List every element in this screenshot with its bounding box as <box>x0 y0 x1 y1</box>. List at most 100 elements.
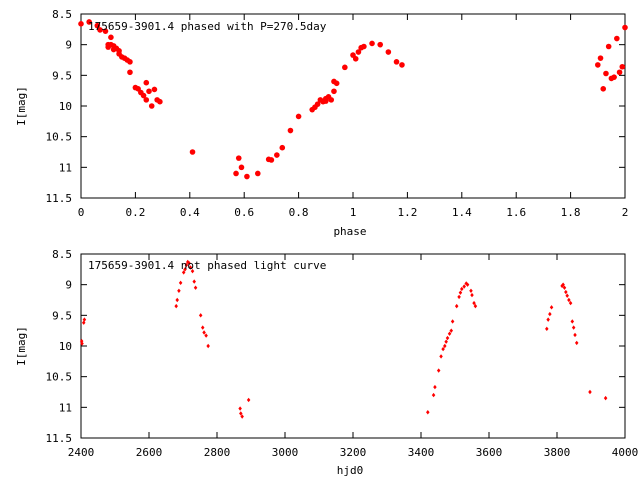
unphased-data-point <box>546 317 550 322</box>
unphased-data-point <box>454 303 459 309</box>
phased-data-point <box>399 62 405 68</box>
unphased-data-point <box>549 305 554 310</box>
phased-data-point <box>233 170 239 177</box>
unphased-data-point <box>81 320 86 325</box>
unphased-data-point <box>564 289 568 295</box>
unphased-y-tick-label: 10 <box>59 340 72 353</box>
phased-x-tick-label: 1.2 <box>397 206 417 219</box>
phased-data-point <box>622 24 628 31</box>
phased-y-tick-label: 9 <box>65 39 72 52</box>
phased-data-point <box>102 28 109 34</box>
unphased-data-point <box>433 384 437 390</box>
phased-y-tick-label: 10 <box>59 100 72 113</box>
unphased-data-point <box>239 411 243 416</box>
unphased-data-point <box>82 317 87 322</box>
unphased-x-tick-label: 3600 <box>476 446 503 459</box>
phased-data-point <box>235 155 242 161</box>
unphased-y-tick-label: 11 <box>59 401 72 414</box>
phased-x-tick-label: 1.8 <box>561 206 581 219</box>
phased-data-point <box>143 79 150 86</box>
unphased-data-point <box>573 332 577 338</box>
unphased-data-point <box>431 392 436 398</box>
phased-data-point <box>143 97 150 103</box>
unphased-x-tick-labels: 2400 2600 2800 3000 3200 3400 3600 3800 4000 <box>68 446 639 459</box>
unphased-y-tick-label: 9.5 <box>52 309 72 322</box>
phased-data-point <box>127 59 133 65</box>
unphased-x-tick-label: 2800 <box>204 446 231 459</box>
phased-data-point <box>616 69 623 76</box>
phased-data-point <box>157 98 163 105</box>
phased-data-point <box>287 127 294 134</box>
unphased-data-point <box>562 285 567 290</box>
unphased-data-point <box>567 297 571 303</box>
unphased-data-point <box>436 368 441 373</box>
unphased-data-point <box>444 339 448 344</box>
unphased-data-point <box>469 288 473 293</box>
unphased-data-point <box>571 325 576 330</box>
unphased-data-point <box>548 311 552 317</box>
unphased-y-tick-label: 8.5 <box>52 248 72 261</box>
phased-data-point <box>611 74 617 80</box>
unphased-data-point <box>202 330 206 335</box>
phased-data-point <box>254 170 261 177</box>
phased-data-point <box>274 152 280 158</box>
unphased-data-points <box>79 259 608 419</box>
phased-y-tick-labels: 8.5 9 9.5 10 10.5 11 11.5 <box>46 8 73 205</box>
unphased-x-tick-label: 3000 <box>272 446 299 459</box>
phased-data-point <box>361 43 367 50</box>
unphased-data-point <box>449 328 454 333</box>
unphased-data-point <box>545 326 549 332</box>
unphased-data-point <box>447 331 452 336</box>
phased-data-point <box>78 21 84 27</box>
unphased-data-point <box>457 294 461 300</box>
phased-data-point <box>597 55 604 61</box>
phased-data-point <box>86 19 92 25</box>
unphased-data-point <box>441 346 445 352</box>
unphased-data-point <box>439 354 443 359</box>
unphased-data-point <box>238 406 242 411</box>
phased-data-point <box>189 149 196 155</box>
phased-data-point <box>295 113 302 120</box>
phased-axis-ticks <box>80 13 626 199</box>
phased-y-axis-label: I[mag] <box>15 86 28 126</box>
unphased-data-point <box>198 313 203 318</box>
phased-data-point <box>595 62 601 68</box>
unphased-data-point <box>175 297 179 303</box>
phased-data-point <box>328 97 335 103</box>
unphased-data-point <box>192 279 196 284</box>
unphased-plot-frame <box>80 253 626 439</box>
phased-data-point <box>377 41 384 48</box>
unphased-data-point <box>206 343 210 349</box>
phased-data-point <box>355 49 362 55</box>
phased-data-point <box>314 101 321 107</box>
phased-data-point <box>108 34 114 41</box>
phased-x-tick-labels: 0 0.2 0.4 0.6 0.8 1 1.2 1.4 1.6 1.8 2 <box>78 206 629 219</box>
phased-x-tick-label: 0.8 <box>289 206 309 219</box>
unphased-y-tick-labels: 8.5 9 9.5 10 10.5 11 11.5 <box>46 248 73 445</box>
unphased-x-tick-label: 3200 <box>340 446 367 459</box>
unphased-data-point <box>177 288 181 293</box>
unphased-x-axis-label: hjd0 <box>337 464 364 477</box>
unphased-data-point <box>565 293 569 298</box>
phased-data-point <box>342 64 348 71</box>
unphased-y-tick-label: 10.5 <box>46 371 73 384</box>
unphased-data-point <box>450 319 455 324</box>
phased-y-tick-label: 10.5 <box>46 131 73 144</box>
phased-data-point <box>600 86 607 92</box>
phased-x-tick-label: 1.6 <box>506 206 526 219</box>
phased-data-point <box>238 164 245 171</box>
unphased-data-point <box>174 303 178 309</box>
phased-data-point <box>97 27 103 33</box>
phased-x-tick-label: 0 <box>78 206 85 219</box>
unphased-data-point <box>80 341 84 346</box>
unphased-x-tick-label: 3400 <box>408 446 435 459</box>
phased-data-point <box>148 103 155 109</box>
phased-data-point <box>140 92 147 99</box>
unphased-data-point <box>181 270 186 275</box>
unphased-x-tick-label: 4000 <box>612 446 639 459</box>
unphased-data-point <box>460 286 464 292</box>
phased-data-point <box>614 35 620 42</box>
phased-x-tick-label: 1.4 <box>452 206 472 219</box>
unphased-data-point <box>458 290 463 295</box>
